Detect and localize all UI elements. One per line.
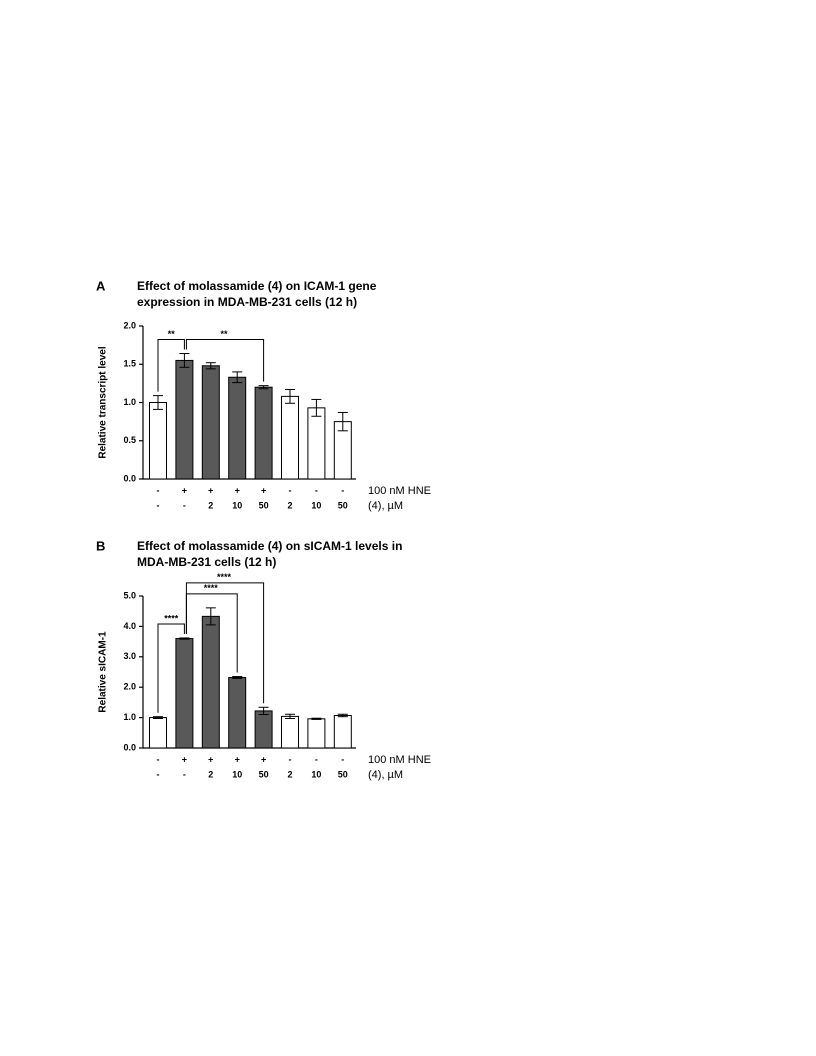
y-tick-label: 5.0 bbox=[123, 590, 136, 600]
bar bbox=[201, 615, 220, 749]
condition-value: 10 bbox=[232, 769, 242, 779]
significance-bracket bbox=[157, 339, 185, 392]
condition-value: - bbox=[157, 500, 160, 510]
condition-value: 50 bbox=[259, 769, 269, 779]
condition-value: + bbox=[235, 485, 240, 495]
y-tick-label: 1.0 bbox=[123, 712, 136, 722]
condition-value: 2 bbox=[208, 500, 213, 510]
bar bbox=[281, 715, 299, 749]
bar bbox=[228, 376, 247, 480]
y-tick-label: 0.0 bbox=[123, 742, 136, 752]
bar bbox=[307, 407, 326, 480]
y-tick-label: 1.0 bbox=[123, 397, 136, 407]
condition-value: 10 bbox=[311, 769, 321, 779]
significance-label: **** bbox=[217, 572, 232, 582]
condition-value: - bbox=[315, 754, 318, 764]
bar bbox=[281, 395, 299, 480]
y-tick-label: 0.5 bbox=[123, 435, 136, 445]
chart-title: MDA-MB-231 cells (12 h) bbox=[137, 555, 276, 569]
condition-label: 100 nM HNE bbox=[368, 485, 431, 497]
chart-title: expression in MDA-MB-231 cells (12 h) bbox=[137, 295, 357, 309]
condition-value: 2 bbox=[287, 769, 292, 779]
condition-value: - bbox=[157, 769, 160, 779]
bar bbox=[254, 386, 273, 480]
condition-value: - bbox=[289, 754, 292, 764]
condition-label: 100 nM HNE bbox=[368, 754, 431, 766]
condition-value: - bbox=[183, 500, 186, 510]
condition-value: - bbox=[183, 769, 186, 779]
condition-value: - bbox=[341, 754, 344, 764]
y-tick-label: 0.0 bbox=[123, 473, 136, 483]
condition-value: - bbox=[341, 485, 344, 495]
condition-value: 50 bbox=[338, 500, 348, 510]
condition-value: - bbox=[157, 754, 160, 764]
condition-label: (4), µM bbox=[368, 769, 403, 781]
condition-value: + bbox=[182, 754, 187, 764]
condition-value: + bbox=[235, 754, 240, 764]
y-tick-label: 1.5 bbox=[123, 359, 136, 369]
significance-bracket bbox=[185, 582, 265, 704]
bar bbox=[228, 676, 247, 749]
condition-value: + bbox=[261, 754, 266, 764]
condition-value: 2 bbox=[287, 500, 292, 510]
panel-label: A bbox=[96, 278, 106, 293]
y-tick-label: 4.0 bbox=[123, 621, 136, 631]
condition-value: + bbox=[208, 754, 213, 764]
panel-label: B bbox=[96, 538, 105, 553]
y-axis-label: Relative transcript level bbox=[98, 346, 109, 458]
condition-value: 2 bbox=[208, 769, 213, 779]
condition-value: 10 bbox=[232, 500, 242, 510]
significance-label: **** bbox=[164, 613, 179, 623]
condition-value: 50 bbox=[259, 500, 269, 510]
condition-value: + bbox=[261, 485, 266, 495]
bar bbox=[175, 638, 194, 749]
condition-label: (4), µM bbox=[368, 500, 403, 512]
significance-bracket bbox=[157, 623, 185, 713]
significance-label: ** bbox=[220, 329, 228, 339]
y-tick-label: 3.0 bbox=[123, 651, 136, 661]
y-tick-label: 2.0 bbox=[123, 682, 136, 692]
significance-bracket bbox=[185, 339, 265, 382]
y-axis-label: Relative sICAM-1 bbox=[98, 631, 109, 713]
bar bbox=[149, 717, 167, 749]
chart-title: Effect of molassamide (4) on sICAM-1 lev… bbox=[137, 539, 402, 553]
condition-value: 10 bbox=[311, 500, 321, 510]
y-tick-label: 2.0 bbox=[123, 320, 136, 330]
chart-title: Effect of molassamide (4) on ICAM-1 gene bbox=[137, 279, 377, 293]
bar bbox=[254, 710, 273, 749]
bar bbox=[307, 718, 326, 749]
condition-value: - bbox=[315, 485, 318, 495]
significance-label: ** bbox=[168, 329, 176, 339]
condition-value: - bbox=[157, 485, 160, 495]
bar bbox=[175, 359, 194, 480]
bar bbox=[149, 402, 167, 480]
condition-value: + bbox=[182, 485, 187, 495]
condition-value: + bbox=[208, 485, 213, 495]
significance-label: **** bbox=[204, 583, 219, 593]
condition-value: - bbox=[289, 485, 292, 495]
condition-value: 50 bbox=[338, 769, 348, 779]
bar bbox=[201, 365, 220, 480]
bar bbox=[333, 714, 352, 749]
